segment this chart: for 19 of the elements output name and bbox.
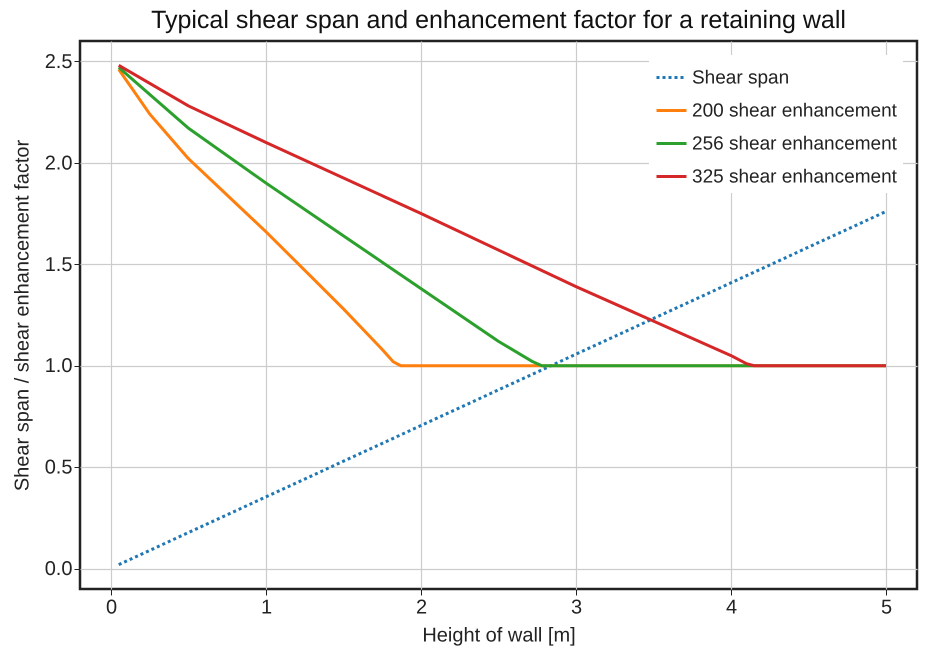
y-tick-label: 0.0 bbox=[44, 558, 72, 580]
x-tick-label: 1 bbox=[260, 596, 272, 618]
chart-title: Typical shear span and enhancement factor for a retaining wall bbox=[151, 6, 846, 34]
y-tick-label: 0.5 bbox=[44, 456, 72, 479]
y-tick-label: 1.0 bbox=[44, 355, 72, 378]
y-tick-label: 1.5 bbox=[44, 254, 72, 276]
legend-label: 325 shear enhancement bbox=[692, 166, 898, 188]
y-axis-title: Shear span / shear enhancement factor bbox=[12, 139, 34, 492]
y-tick-label: 2.5 bbox=[44, 50, 72, 73]
legend-label: Shear span bbox=[692, 68, 790, 88]
x-tick-label: 5 bbox=[880, 596, 892, 618]
x-tick-label: 0 bbox=[106, 596, 118, 618]
x-axis-title: Height of wall [m] bbox=[422, 624, 576, 646]
legend-label: 256 shear enhancement bbox=[692, 134, 898, 154]
legend-label: 200 shear enhancement bbox=[692, 100, 898, 122]
y-tick-label: 2.0 bbox=[44, 152, 72, 174]
x-tick-label: 2 bbox=[416, 596, 428, 618]
x-tick-label: 3 bbox=[570, 596, 582, 618]
x-tick-label: 4 bbox=[726, 596, 738, 618]
